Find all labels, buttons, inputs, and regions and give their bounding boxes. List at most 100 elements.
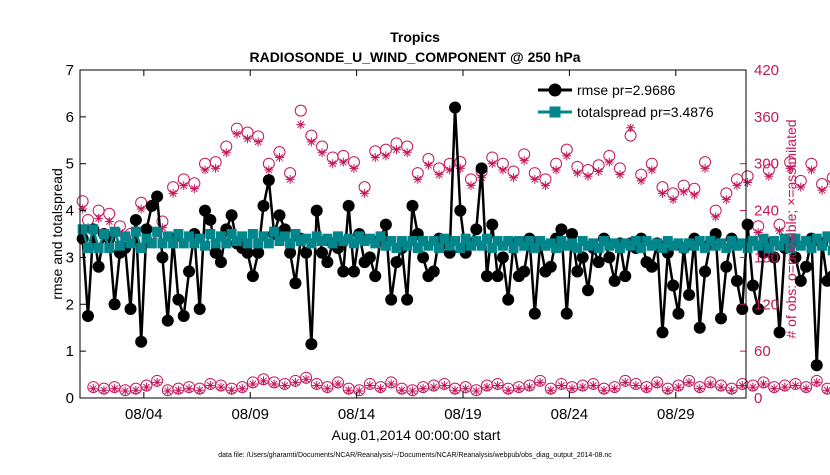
totalspread-point <box>742 243 753 254</box>
assimilated-point <box>455 163 465 173</box>
assimilated-point <box>737 381 747 391</box>
legend-totalspread-marker <box>549 106 561 118</box>
assimilated-point <box>785 163 795 173</box>
assimilated-point <box>780 382 790 392</box>
totalspread-point <box>583 240 594 251</box>
totalspread-point <box>450 236 461 247</box>
assimilated-point <box>796 182 806 192</box>
rmse-point <box>608 274 621 287</box>
rmse-point <box>342 199 355 212</box>
assimilated-point <box>392 145 402 155</box>
totalspread-point <box>710 240 721 251</box>
assimilated-point <box>753 227 763 237</box>
totalspread-point <box>141 233 152 244</box>
assimilated-point <box>652 379 662 389</box>
rmse-point <box>92 260 105 273</box>
rmse-point <box>603 251 616 264</box>
totalspread-point <box>465 240 476 251</box>
assimilated-point <box>695 384 705 394</box>
totalspread-point <box>769 236 780 247</box>
assimilated-point <box>631 381 641 391</box>
rmse-point <box>699 265 712 278</box>
assimilated-point <box>450 385 460 395</box>
assimilated-point <box>88 384 98 394</box>
assimilated-point <box>248 379 258 389</box>
assimilated-point <box>413 174 423 184</box>
totalspread-point <box>625 240 636 251</box>
assimilated-point <box>663 385 673 395</box>
totalspread-point <box>481 233 492 244</box>
totalspread-point <box>130 226 141 237</box>
rmse-point <box>672 307 685 320</box>
assimilated-point <box>312 381 322 391</box>
assimilated-point <box>509 173 519 183</box>
rmse-point <box>720 260 733 273</box>
assimilated-point <box>642 384 652 394</box>
totalspread-point <box>790 233 801 244</box>
assimilated-point <box>184 384 194 394</box>
x-tick-label: 08/14 <box>338 406 376 423</box>
assimilated-point <box>189 184 199 194</box>
assimilated-point <box>349 163 359 173</box>
assimilated-point <box>78 204 88 214</box>
assimilated-point <box>540 181 550 191</box>
rmse-point <box>528 307 541 320</box>
assimilated-point <box>445 165 455 175</box>
assimilated-point <box>583 171 593 181</box>
rmse-point <box>406 199 419 212</box>
totalspread-point <box>492 236 503 247</box>
totalspread-point <box>508 243 519 254</box>
rmse-point <box>582 284 595 297</box>
rmse-point <box>794 274 807 287</box>
assimilated-point <box>689 190 699 200</box>
assimilated-point <box>163 386 173 396</box>
rmse-point <box>321 256 334 269</box>
y-tick-label: 2 <box>66 296 74 313</box>
rmse-point <box>156 251 169 264</box>
assimilated-point <box>232 129 242 139</box>
possible-point <box>406 384 419 397</box>
totalspread-point <box>327 238 338 249</box>
assimilated-point <box>716 382 726 392</box>
series-totalspread <box>77 224 830 256</box>
assimilated-point <box>711 212 721 222</box>
rmse-point <box>209 246 222 259</box>
assimilated-point <box>274 152 284 162</box>
y-axis-right-label: # of obs: o=possible; ×=assimilated <box>783 119 799 338</box>
rmse-point <box>390 256 403 269</box>
rmse-point <box>172 293 185 306</box>
totalspread-point <box>657 243 668 254</box>
rmse-point <box>502 293 515 306</box>
totalspread-point <box>662 236 673 247</box>
totalspread-point <box>630 236 641 247</box>
rmse-point <box>151 190 164 203</box>
rmse-point <box>826 270 830 282</box>
rmse-point <box>252 246 265 259</box>
totalspread-point <box>434 243 445 254</box>
totalspread-point <box>423 240 434 251</box>
rmse-point <box>768 251 781 264</box>
assimilated-point <box>636 176 646 186</box>
totalspread-point <box>396 236 407 247</box>
totalspread-point <box>306 238 317 249</box>
assimilated-point <box>205 381 215 391</box>
legend-totalspread-label: totalspread pr=3.4876 <box>577 104 714 120</box>
rmse-point <box>161 314 174 327</box>
totalspread-point <box>604 240 615 251</box>
assimilated-point <box>572 168 582 178</box>
y-tick-label: 5 <box>66 156 74 173</box>
rmse-point <box>560 307 573 320</box>
totalspread-point <box>279 231 290 242</box>
assimilated-point <box>482 382 492 392</box>
totalspread-point <box>231 236 242 247</box>
totalspread-point <box>354 231 365 242</box>
assimilated-point <box>423 160 433 170</box>
rmse-point <box>475 162 488 175</box>
totalspread-point <box>822 231 830 242</box>
assimilated-point <box>822 385 830 395</box>
rmse-point <box>379 218 392 231</box>
totalspread-point <box>120 231 131 242</box>
rmse-point <box>730 274 743 287</box>
assimilated-point <box>514 384 524 394</box>
